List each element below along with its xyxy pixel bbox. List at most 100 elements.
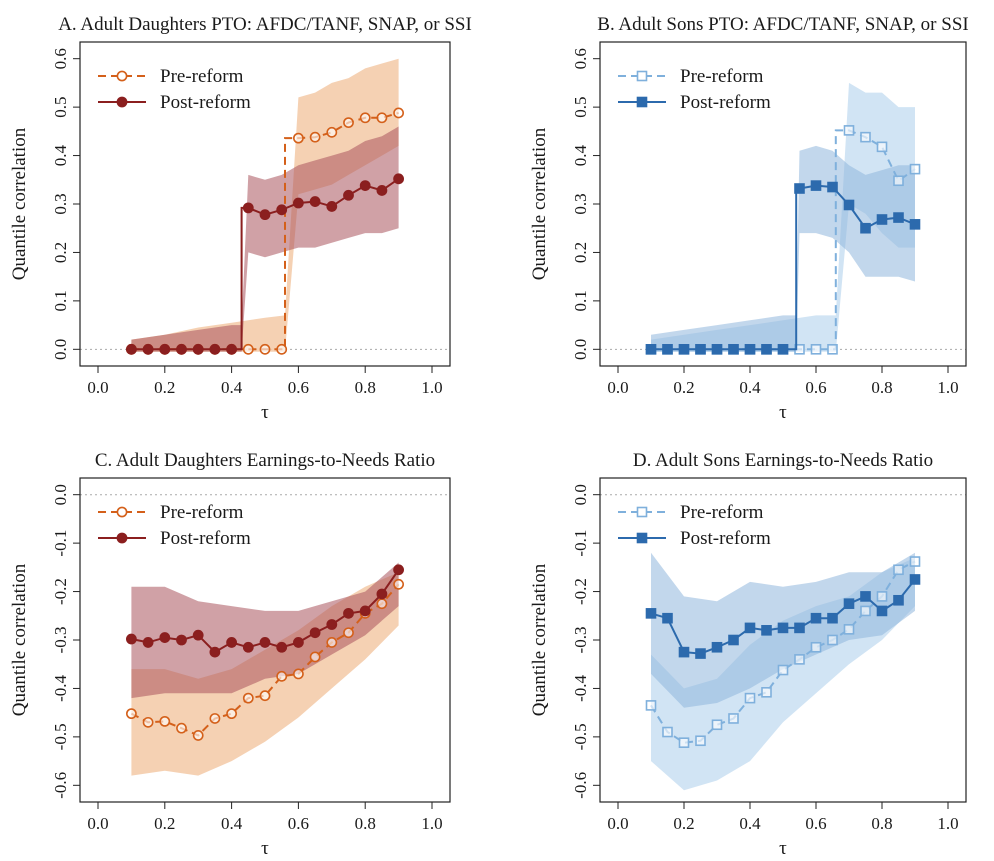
data-point (242, 202, 254, 214)
data-point (645, 344, 657, 355)
y-tick-label: -0.2 (51, 578, 70, 605)
data-point (242, 641, 254, 653)
y-tick-label: 0.0 (51, 339, 70, 360)
data-point (843, 125, 855, 136)
data-point (909, 574, 921, 585)
y-tick-label: 0.0 (571, 484, 590, 505)
x-tick-label: 0.4 (221, 378, 243, 397)
panel-b: B. Adult Sons PTO: AFDC/TANF, SNAP, or S… (529, 14, 969, 423)
data-point (259, 637, 271, 648)
data-point (761, 344, 772, 355)
data-point (209, 646, 221, 658)
x-tick-label: 0.0 (87, 814, 108, 833)
data-point (678, 737, 690, 748)
data-point (711, 641, 723, 653)
y-tick-label: 0.2 (51, 242, 70, 263)
y-tick-label: -0.3 (571, 627, 590, 654)
data-point (276, 204, 288, 216)
x-tick-label: 0.4 (739, 814, 761, 833)
data-point (728, 634, 739, 646)
legend-label: Pre-reform (680, 66, 764, 87)
data-point (695, 344, 706, 355)
data-point (728, 344, 739, 355)
data-point (176, 634, 187, 646)
data-point (125, 343, 137, 355)
data-point (393, 578, 404, 590)
data-point (343, 607, 354, 619)
data-point (678, 344, 690, 355)
x-tick-label: 0.2 (154, 814, 175, 833)
x-axis-label: τ (261, 402, 269, 423)
data-point (876, 214, 888, 225)
x-tick-label: 0.6 (805, 378, 826, 397)
y-tick-label: 0.3 (51, 193, 70, 214)
data-point (662, 612, 673, 624)
data-point (876, 591, 888, 602)
x-tick-label: 0.8 (871, 814, 892, 833)
data-point (827, 612, 838, 624)
y-tick-label: -0.5 (571, 723, 590, 750)
data-point (359, 605, 371, 617)
x-tick-label: 0.4 (221, 814, 243, 833)
data-point (876, 141, 888, 153)
data-point (744, 692, 756, 704)
data-point (761, 625, 772, 636)
confidence-band (131, 562, 399, 699)
data-point (142, 343, 154, 355)
legend-marker (116, 532, 128, 544)
data-point (309, 651, 321, 663)
data-point (843, 624, 855, 635)
y-axis-label: Quantile correlation (529, 563, 550, 716)
legend-marker (116, 506, 128, 518)
data-point (893, 175, 904, 187)
data-point (276, 670, 288, 682)
data-point (810, 180, 822, 191)
x-axis-label: τ (779, 838, 787, 859)
data-point (226, 343, 237, 355)
data-point (192, 730, 204, 741)
data-point (359, 180, 371, 191)
data-point (292, 197, 304, 209)
y-tick-label: 0.6 (571, 48, 590, 69)
x-tick-label: 1.0 (937, 814, 958, 833)
series-line (650, 560, 916, 744)
data-point (662, 726, 673, 738)
legend-marker (636, 532, 648, 544)
data-point (309, 627, 321, 639)
data-point (393, 173, 404, 185)
data-point (860, 131, 871, 143)
confidence-band (651, 145, 915, 352)
data-point (662, 344, 673, 355)
y-tick-label: 0.2 (571, 242, 590, 263)
legend-label: Pre-reform (160, 66, 244, 87)
data-point (142, 716, 154, 728)
data-point (209, 343, 221, 355)
y-tick-label: 0.3 (571, 193, 590, 214)
data-point (909, 163, 921, 175)
data-point (843, 598, 855, 609)
data-point (678, 646, 690, 658)
x-tick-label: 1.0 (937, 378, 958, 397)
data-point (711, 719, 723, 731)
data-point (777, 344, 789, 355)
x-tick-label: 0.0 (607, 378, 628, 397)
data-point (326, 619, 338, 630)
panel-title: C. Adult Daughters Earnings-to-Needs Rat… (95, 450, 435, 471)
data-point (376, 598, 388, 610)
y-tick-label: -0.4 (571, 674, 590, 701)
y-tick-label: 0.5 (51, 97, 70, 118)
x-tick-label: 0.6 (805, 814, 826, 833)
data-point (326, 126, 338, 138)
y-tick-label: -0.5 (51, 723, 70, 750)
legend-marker (116, 70, 128, 82)
data-point (376, 588, 388, 600)
y-tick-label: -0.3 (51, 627, 70, 654)
legend-marker (636, 70, 648, 82)
data-point (893, 212, 904, 223)
x-tick-label: 0.8 (355, 378, 376, 397)
x-tick-label: 1.0 (421, 378, 442, 397)
data-point (711, 344, 723, 355)
x-tick-label: 0.8 (355, 814, 376, 833)
data-point (176, 722, 187, 734)
data-point (645, 700, 657, 711)
